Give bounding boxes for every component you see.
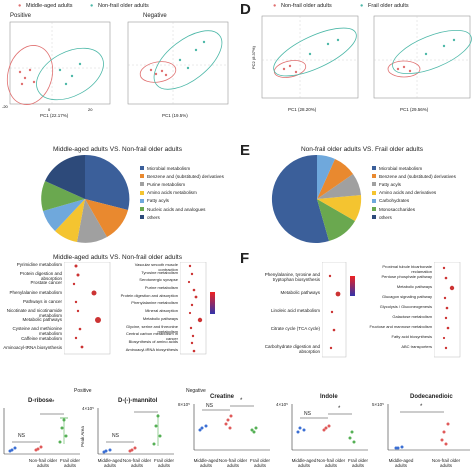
- group-label-creatine-3: Frail older adults: [249, 458, 270, 468]
- pie-left: [41, 154, 130, 243]
- ytick-mannitol: 4×10⁵: [82, 406, 95, 411]
- svg-text:0: 0: [48, 107, 51, 112]
- sig-ns-3: NS: [206, 403, 213, 409]
- legend-non-frail-r: Non-frail older adults: [281, 3, 332, 9]
- pie-right-legend: Microbial metabolism Benzene and (substi…: [372, 164, 474, 221]
- pie-right-legend-item: Amino acids and derivatives: [372, 189, 474, 197]
- plot-indole: [291, 404, 368, 451]
- group-label-mannitol-2: Non-frail older adults: [122, 458, 152, 468]
- sig-star-4: *: [338, 406, 341, 412]
- pie-right-legend-item: Carbohydrates: [372, 197, 474, 205]
- panel-letter-d: D: [240, 1, 251, 18]
- sig-star-1: *: [52, 400, 55, 406]
- pca-positive-xlabel: PC1 (22.17%): [40, 113, 69, 118]
- panel-letter-f: F: [240, 250, 250, 267]
- pca-plot-right-negative: [373, 15, 472, 99]
- sig-ns-4: NS: [304, 411, 311, 417]
- enrich-right-pos-plot: [322, 262, 355, 358]
- sig-star-5: *: [420, 404, 423, 410]
- pca-left-legend: ● Middle-aged adults ● Non-frail older a…: [18, 3, 149, 9]
- sig-ns-1: NS: [18, 433, 25, 439]
- enrich-left-title: Middle-aged adults VS. Non-frail older a…: [53, 254, 182, 261]
- pie-right-legend-item: Microbial metabolism: [372, 164, 474, 172]
- enrich-right-neg-plot: [434, 262, 461, 358]
- pie-left-legend-item: Benzene and (substituted) derivatives: [140, 172, 235, 180]
- svg-text:-20: -20: [2, 104, 9, 109]
- pie-right: [271, 154, 362, 243]
- plot-dodecanedioic: [387, 404, 470, 451]
- legend-middle-aged: Middle-aged adults: [26, 3, 73, 9]
- plot-title-mannitol: D-(-)-mannitol: [118, 398, 158, 404]
- pca-plot-positive: -20 0 20: [2, 21, 111, 112]
- plot-creatine: [193, 404, 270, 451]
- ytick-indole: 4×10⁵: [276, 402, 289, 407]
- pca-right-xlabel-1: PC1 (28.20%): [288, 107, 317, 112]
- group-label-creatine-2: Non-frail older adults: [218, 458, 248, 468]
- pca-plot-negative: [127, 21, 229, 105]
- pie-right-legend-item: Benzene and (substituted) derivatives: [372, 172, 474, 180]
- pie-right-legend-item: others: [372, 213, 474, 221]
- group-label-dodec-1: Middle-aged adults: [388, 458, 414, 468]
- plot-title-d-ribose: D-ribose: [28, 398, 53, 404]
- pie-right-title: Non-frail older adults VS. Frail older a…: [300, 146, 424, 153]
- group-label-creatine-1: Middle-aged adults: [193, 458, 219, 468]
- pie-left-legend-item: others: [140, 213, 235, 221]
- group-label-indole-3: Frail older adults: [347, 458, 368, 468]
- ylabel-mannitol: Peak Area: [79, 426, 85, 447]
- plot-d-ribose: [3, 408, 80, 455]
- legend-non-frail: Non-frail older adults: [98, 3, 149, 9]
- svg-text:PC2 (8.37%): PC2 (8.37%): [251, 45, 256, 69]
- pie-left-legend-item: Fatty acyls: [140, 197, 235, 205]
- pie-left-legend-item: Purine metabolism: [140, 180, 235, 188]
- sig-star-3: *: [240, 398, 243, 404]
- group-label-mannitol-3: Frail older adults: [153, 458, 174, 468]
- group-label-2: Frail older adults: [59, 458, 80, 468]
- enrich-right-pos-labels: Phenylalanine, tyrosine and tryptophan b…: [264, 272, 320, 354]
- enrich-right-neg-labels: Proximal tubule bicarbonate reclamation …: [369, 264, 432, 349]
- pca-positive-title: Positive: [10, 13, 32, 19]
- pca-plot-right-positive: PC2 (8.37%): [251, 15, 359, 99]
- enrich-left-neg-labels: Vascular smooth muscle contraction Tyros…: [120, 262, 178, 352]
- legend-frail-r: Frail older adults: [368, 3, 409, 9]
- plot-title-dodecanedioic: Dodecanedioic: [410, 394, 453, 400]
- pie-right-legend-item: Monosaccharides: [372, 205, 474, 213]
- pie-right-legend-item: Fatty acyls: [372, 180, 474, 188]
- plot-title-creatine: Creatine: [210, 394, 235, 400]
- group-label-dodec-2: Non-frail older adults: [431, 458, 461, 468]
- pca-right-legend: ● Non-frail older adults ● Frail older a…: [273, 3, 409, 9]
- ytick-dodecanedioic: 5×10⁵: [372, 402, 385, 407]
- enrich-left-pos-plot: [64, 262, 111, 355]
- panel-letter-e: E: [240, 142, 251, 159]
- enrich-left-pos-labels: Pyrimidine metabolism Protein digestion …: [3, 262, 62, 350]
- pca-negative-title: Negative: [143, 13, 167, 19]
- group-label-1: Non-frail older adults: [28, 458, 58, 468]
- pie-left-title: Middle-aged adults VS. Non-frail older a…: [53, 146, 182, 153]
- pie-left-legend-item: Amino acids metabolism: [140, 189, 235, 197]
- sig-star-2: *: [148, 400, 151, 406]
- plot-title-indole: Indole: [320, 394, 338, 400]
- pca-negative-xlabel: PC1 (19.5%): [162, 113, 188, 118]
- enrich-left-negative-label: Negative: [186, 388, 206, 394]
- enrich-left-neg-plot: [180, 262, 215, 355]
- group-label-indole-2: Non-frail older adults: [316, 458, 346, 468]
- enrich-left-positive-label: Positive: [74, 388, 92, 394]
- pie-left-legend-item: Microbial metabolism: [140, 164, 235, 172]
- pca-right-xlabel-2: PC1 (29.56%): [400, 107, 429, 112]
- plot-mannitol: [97, 408, 174, 455]
- pie-left-legend: Microbial metabolism Benzene and (substi…: [140, 164, 235, 221]
- pie-left-legend-item: Nucleic acids and analogues: [140, 205, 235, 213]
- ytick-creatine: 8×10⁵: [178, 402, 191, 407]
- group-label-indole-1: Middle-aged adults: [291, 458, 317, 468]
- svg-text:20: 20: [88, 107, 93, 112]
- group-label-mannitol-1: Middle-aged adults: [97, 458, 123, 468]
- sig-ns-2: NS: [112, 433, 119, 439]
